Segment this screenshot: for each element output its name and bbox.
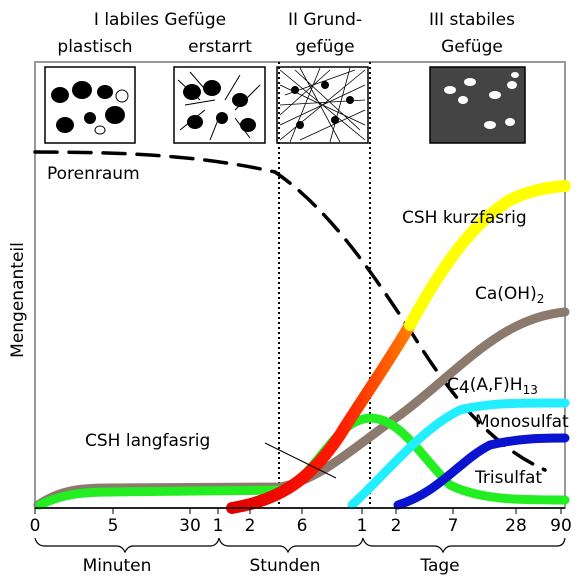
phase-title: Gefüge: [441, 37, 503, 57]
tick-label: 1: [357, 516, 368, 536]
label-sub: 13: [523, 383, 538, 397]
curve-label: Ca(OH)2: [475, 284, 544, 306]
csh-kurz-curve-red: [226, 319, 416, 514]
label-sub: 4: [459, 378, 470, 398]
micrograph-2: [173, 66, 266, 144]
tick-label: 30: [179, 516, 201, 536]
phase-title: gefüge: [295, 37, 354, 57]
unit-label: Minuten: [83, 556, 152, 576]
label-part: Ca(OH): [475, 284, 537, 304]
curve-label: Porenraum: [47, 164, 140, 184]
label-part: C: [447, 375, 459, 395]
label-sub: 2: [537, 292, 545, 306]
csh-lang-curve: [35, 413, 570, 510]
tick-label: 2: [391, 516, 402, 536]
tick-label: 1: [213, 516, 224, 536]
curve-label: CSH kurzfasrig: [402, 208, 527, 228]
micrograph-3: [276, 66, 369, 144]
tick-label: 5: [108, 516, 119, 536]
curve-label: CSH langfasrig: [85, 431, 210, 451]
micrograph-1: [44, 66, 136, 144]
tick-label: 6: [297, 516, 308, 536]
tick-label: 2: [245, 516, 256, 536]
phase-title: I labiles Gefüge: [94, 10, 226, 30]
braces: [34, 537, 566, 554]
csh-kurz-curve-yellow: [404, 180, 571, 331]
monosulfat-curve: [393, 433, 570, 510]
unit-label: Stunden: [249, 556, 320, 576]
phase-subtitle: erstarrt: [188, 37, 252, 57]
tick-label: 0: [30, 516, 41, 536]
phase-title: III stabiles: [429, 10, 515, 30]
y-axis-label: Mengenanteil: [8, 242, 28, 358]
micrograph-4: [429, 66, 526, 144]
label-part: (A,F)H: [470, 375, 523, 395]
units: Minuten Stunden Tage: [83, 556, 460, 576]
tick-label: 90: [550, 516, 572, 536]
unit-label: Tage: [419, 556, 459, 576]
tick-label: 7: [448, 516, 459, 536]
pore-curve: [33, 150, 547, 472]
phase-title: II Grund-: [288, 10, 362, 30]
curve-label: Monosulfat: [475, 412, 569, 432]
tick-label: 28: [505, 516, 527, 536]
c4af-curve: [347, 398, 570, 510]
curve-label: C4(A,F)H13: [447, 375, 538, 398]
phase-subtitle: plastisch: [57, 37, 132, 57]
ticks: 0 5 30 1 2 6 1 2 7 28 90: [30, 508, 572, 536]
leader-line: [264, 442, 337, 479]
curve-label: Trisulfat: [474, 468, 542, 488]
